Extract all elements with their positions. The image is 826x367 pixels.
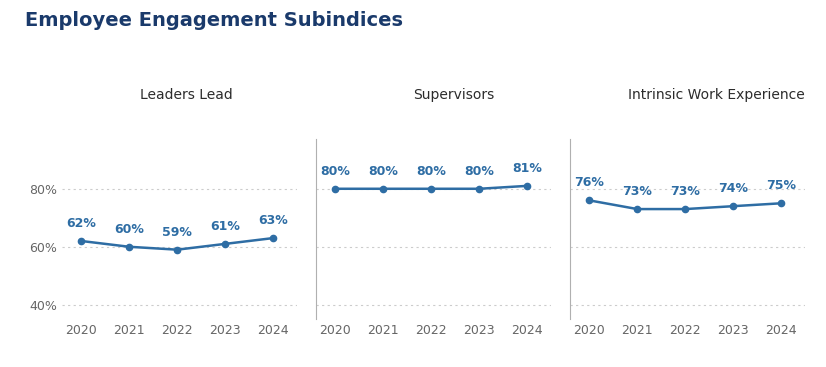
Text: 80%: 80% [320,165,350,178]
Text: Employee Engagement Subindices: Employee Engagement Subindices [25,11,403,30]
Text: 60%: 60% [114,223,144,236]
Text: 80%: 80% [416,165,446,178]
Text: 73%: 73% [622,185,653,198]
Text: Intrinsic Work Experience: Intrinsic Work Experience [628,88,805,102]
Text: 75%: 75% [767,179,796,192]
Text: 80%: 80% [464,165,494,178]
Text: 74%: 74% [719,182,748,195]
Text: 62%: 62% [66,217,96,230]
Text: 73%: 73% [671,185,700,198]
Text: 81%: 81% [512,162,542,175]
Text: Supervisors: Supervisors [413,88,494,102]
Text: 59%: 59% [162,226,192,239]
Text: 76%: 76% [574,176,605,189]
Text: 63%: 63% [259,214,288,227]
Text: 61%: 61% [211,220,240,233]
Text: 80%: 80% [368,165,398,178]
Text: Leaders Lead: Leaders Lead [140,88,233,102]
